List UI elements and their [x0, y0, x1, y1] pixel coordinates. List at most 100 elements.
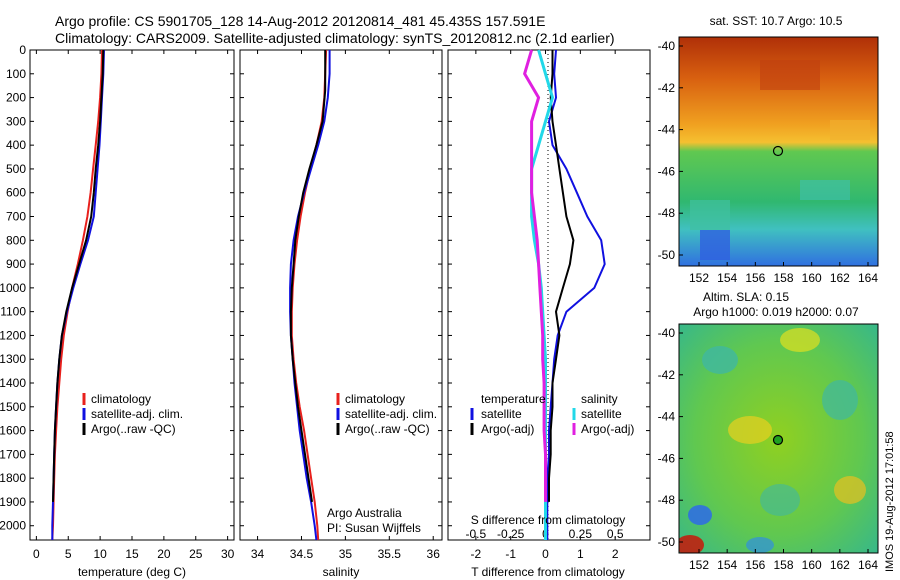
- map-x-tick-label: 160: [802, 271, 822, 285]
- x-tick-label: -1: [505, 547, 516, 561]
- legend-col1-title: temperature: [481, 392, 546, 406]
- salinity-legend: climatology satellite-adj. clim. Argo(..…: [336, 392, 437, 436]
- depth-tick-label: 700: [6, 210, 26, 224]
- credit-line1: Argo Australia: [327, 506, 402, 520]
- credit-line2: PI: Susan Wijffels: [327, 521, 421, 535]
- legend-label-argo: Argo(..raw -QC): [345, 422, 430, 436]
- depth-tick-label: 500: [6, 162, 26, 176]
- difference-lines: [523, 49, 606, 540]
- x-tick-label: 0: [33, 547, 40, 561]
- series-line-argo-raw-qc: [52, 49, 105, 502]
- depth-tick-label: 400: [6, 138, 26, 152]
- map-y-tick-label: -48: [658, 493, 676, 507]
- sla-map-frame: [678, 323, 879, 554]
- legend-label-temp-satellite: satellite: [481, 407, 522, 421]
- depth-tick-label: 1400: [0, 376, 26, 390]
- sla-map-title1: Altim. SLA: 0.15: [703, 290, 789, 304]
- x-tick-label: 34.5: [290, 547, 314, 561]
- temperature-xlabel: temperature (deg C): [78, 565, 186, 579]
- legend-label-satellite: satellite-adj. clim.: [345, 407, 437, 421]
- argo-location-marker: [772, 145, 784, 157]
- legend-label-argo: Argo(..raw -QC): [91, 422, 176, 436]
- depth-tick-label: 900: [6, 257, 26, 271]
- temperature-panel: 0 5 10 15 20 25 30 temperature (deg C) climato…: [29, 49, 235, 579]
- salinity-lines: [289, 49, 331, 541]
- map-x-tick-label: 152: [689, 271, 709, 285]
- sst-map: sat. SST: 10.7 Argo: 10.5: [658, 14, 879, 285]
- map-x-tick-label: 162: [830, 558, 850, 572]
- depth-tick-label: 0: [19, 43, 26, 57]
- s-diff-tick-label: 0.5: [607, 527, 624, 541]
- x-tick-label: 34: [251, 547, 265, 561]
- series-line-satellite-adj-clim: [289, 50, 331, 541]
- series-line-salinity-argo-adj: [523, 49, 547, 502]
- x-tick-label: 35: [339, 547, 353, 561]
- x-tick-label: 36: [427, 547, 441, 561]
- sst-map-ticks: 152 154 156 158 160 162 164 -40 -42 -44 -46 -48 -50: [658, 39, 879, 285]
- series-line-argo-raw-qc: [289, 50, 327, 503]
- depth-tick-label: 1900: [0, 495, 26, 509]
- imos-timestamp: IMOS 19-Aug-2012 17:01:58: [884, 431, 896, 572]
- figure-title-line1: Argo profile: CS 5901705_128 14-Aug-2012…: [55, 13, 545, 29]
- map-x-tick-label: 152: [689, 558, 709, 572]
- difference-panel: -2 -1 0 1 2-0.5 -0.25 0 0.25 0.5 S difference fr…: [447, 49, 651, 579]
- series-line-temperature-satellite: [546, 49, 606, 540]
- map-x-tick-label: 156: [745, 271, 765, 285]
- map-y-tick-label: -46: [658, 164, 676, 178]
- depth-tick-label: 1000: [0, 281, 26, 295]
- x-tick-label: 30: [221, 547, 235, 561]
- temperature-x-ticks: 0 5 10 15 20 25 30: [30, 49, 235, 561]
- legend-label-climatology: climatology: [345, 392, 405, 406]
- map-y-tick-label: -40: [658, 326, 676, 340]
- legend-label-satellite: satellite-adj. clim.: [91, 407, 183, 421]
- map-x-tick-label: 154: [717, 271, 737, 285]
- map-x-tick-label: 154: [717, 558, 737, 572]
- argo-location-marker-sla: [772, 434, 784, 446]
- figure-title-line2: Climatology: CARS2009. Satellite-adjuste…: [55, 30, 615, 46]
- map-y-tick-label: -42: [658, 368, 676, 382]
- depth-tick-label: 1300: [0, 352, 26, 366]
- map-y-tick-label: -46: [658, 451, 676, 465]
- sst-map-texture: [690, 60, 870, 260]
- depth-tick-label: 1800: [0, 471, 26, 485]
- map-y-tick-label: -50: [658, 248, 676, 262]
- map-x-tick-label: 160: [802, 558, 822, 572]
- temperature-legend: climatology satellite-adj. clim. Argo(..…: [82, 392, 183, 436]
- x-tick-label: 25: [189, 547, 203, 561]
- map-y-tick-label: -40: [658, 39, 676, 53]
- depth-tick-label: 1200: [0, 328, 26, 342]
- salinity-axes-box: [239, 49, 443, 541]
- t-difference-xlabel: T difference from climatology: [471, 565, 625, 579]
- map-x-tick-label: 158: [773, 558, 793, 572]
- x-tick-label: 1: [577, 547, 584, 561]
- legend-label-climatology: climatology: [91, 392, 151, 406]
- map-x-tick-label: 164: [858, 558, 878, 572]
- salinity-x-ticks: 34 34.5 35 35.5 36: [240, 49, 442, 561]
- depth-tick-label: 300: [6, 114, 26, 128]
- depth-axis-labels: 0 100 200 300 400 500 600 700 800 900 1000 1100 1200…: [0, 43, 26, 533]
- map-x-tick-label: 162: [830, 271, 850, 285]
- depth-tick-label: 1700: [0, 447, 26, 461]
- x-tick-label: 20: [157, 547, 171, 561]
- map-y-tick-label: -44: [658, 123, 676, 137]
- legend-label-sal-satellite: satellite: [581, 407, 622, 421]
- depth-tick-label: 200: [6, 91, 26, 105]
- x-tick-label: 35.5: [378, 547, 402, 561]
- temperature-lines: [51, 49, 105, 541]
- map-y-tick-label: -48: [658, 206, 676, 220]
- map-y-tick-label: -44: [658, 410, 676, 424]
- depth-tick-label: 800: [6, 233, 26, 247]
- sst-map-title: sat. SST: 10.7 Argo: 10.5: [710, 14, 843, 28]
- legend-label-sal-argo: Argo(-adj): [581, 422, 634, 436]
- s-difference-label: S difference from climatology: [471, 513, 626, 527]
- depth-tick-label: 1500: [0, 400, 26, 414]
- depth-tick-label: 600: [6, 186, 26, 200]
- sst-map-frame: [678, 36, 879, 267]
- legend-label-temp-argo: Argo(-adj): [481, 422, 534, 436]
- depth-tick-label: 2000: [0, 519, 26, 533]
- x-tick-label: -2: [471, 547, 482, 561]
- difference-legend: temperature satellite Argo(-adj) salinit…: [470, 392, 634, 436]
- s-diff-tick-label: -0.5: [466, 527, 487, 541]
- s-diff-tick-label: 0.25: [569, 527, 593, 541]
- x-tick-label: 15: [125, 547, 139, 561]
